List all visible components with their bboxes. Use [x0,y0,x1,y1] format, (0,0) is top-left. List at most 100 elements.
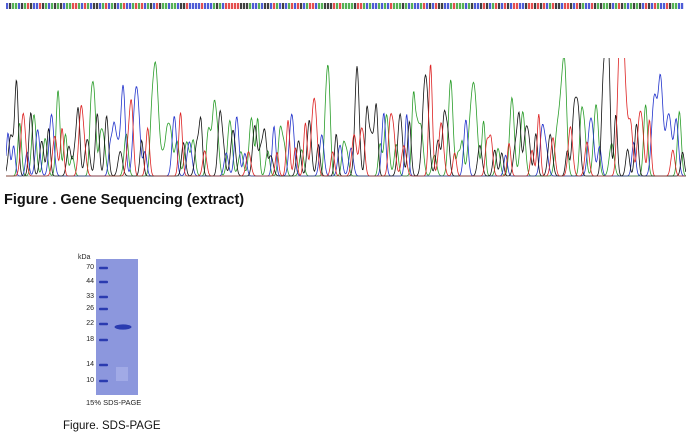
base-call-mark [141,3,144,9]
base-call-mark [651,3,654,9]
mw-label-26: 26 [86,305,94,312]
base-call-mark [225,3,228,9]
mw-label-14: 14 [86,361,94,368]
base-call-mark [150,3,153,9]
base-call-mark [327,3,330,9]
base-call-mark [654,3,657,9]
base-call-mark [594,3,597,9]
base-call-mark [384,3,387,9]
base-call-mark [231,3,234,9]
base-call-mark [378,3,381,9]
base-call-mark [99,3,102,9]
base-call-mark [369,3,372,9]
base-call-mark [168,3,171,9]
base-call-mark [159,3,162,9]
base-call-mark [69,3,72,9]
base-call-mark [627,3,630,9]
base-call-mark [399,3,402,9]
base-call-mark [402,3,405,9]
base-call-mark [495,3,498,9]
base-call-mark [360,3,363,9]
base-call-mark [114,3,117,9]
base-call-mark [564,3,567,9]
base-call-mark [27,3,30,9]
base-call-mark [273,3,276,9]
base-call-mark [486,3,489,9]
base-call-mark [312,3,315,9]
base-call-mark [336,3,339,9]
base-call-mark [285,3,288,9]
base-call-mark [291,3,294,9]
base-call-mark [258,3,261,9]
base-call-mark [219,3,222,9]
base-call-mark [324,3,327,9]
base-call-mark [576,3,579,9]
base-call-mark [489,3,492,9]
base-call-mark [609,3,612,9]
base-call-mark [516,3,519,9]
base-call-mark [135,3,138,9]
base-call-mark [261,3,264,9]
base-call-mark [282,3,285,9]
base-call-mark [39,3,42,9]
base-call-mark [264,3,267,9]
base-call-mark [45,3,48,9]
base-call-mark [51,3,54,9]
base-call-mark [645,3,648,9]
base-call-sequence [6,2,686,10]
base-call-mark [192,3,195,9]
base-call-mark [78,3,81,9]
base-call-mark [633,3,636,9]
base-call-mark [132,3,135,9]
base-call-mark [129,3,132,9]
base-call-mark [267,3,270,9]
base-call-mark [96,3,99,9]
base-call-mark [501,3,504,9]
base-call-mark [639,3,642,9]
base-call-mark [648,3,651,9]
base-call-mark [117,3,120,9]
base-call-mark [558,3,561,9]
base-call-mark [342,3,345,9]
base-call-mark [498,3,501,9]
base-call-mark [513,3,516,9]
base-call-mark [417,3,420,9]
base-call-mark [642,3,645,9]
base-call-mark [582,3,585,9]
base-call-mark [15,3,18,9]
base-call-mark [561,3,564,9]
base-call-mark [660,3,663,9]
sample-band [114,324,132,330]
base-call-mark [669,3,672,9]
base-call-mark [618,3,621,9]
base-call-mark [435,3,438,9]
base-call-mark [537,3,540,9]
base-call-mark [12,3,15,9]
base-call-mark [528,3,531,9]
base-call-mark [9,3,12,9]
base-call-mark [597,3,600,9]
base-call-mark [198,3,201,9]
base-call-mark [153,3,156,9]
base-call-mark [675,3,678,9]
base-call-mark [606,3,609,9]
ladder-band [99,295,108,299]
mw-label-18: 18 [86,336,94,343]
base-call-mark [105,3,108,9]
base-call-mark [33,3,36,9]
base-call-mark [630,3,633,9]
base-call-mark [276,3,279,9]
base-call-mark [600,3,603,9]
base-call-mark [240,3,243,9]
base-call-mark [228,3,231,9]
base-call-mark [546,3,549,9]
base-call-mark [75,3,78,9]
base-call-mark [18,3,21,9]
base-call-mark [390,3,393,9]
base-call-mark [351,3,354,9]
base-call-mark [108,3,111,9]
chromatogram-trace [6,58,686,177]
base-call-mark [432,3,435,9]
base-call-mark [555,3,558,9]
base-call-mark [573,3,576,9]
